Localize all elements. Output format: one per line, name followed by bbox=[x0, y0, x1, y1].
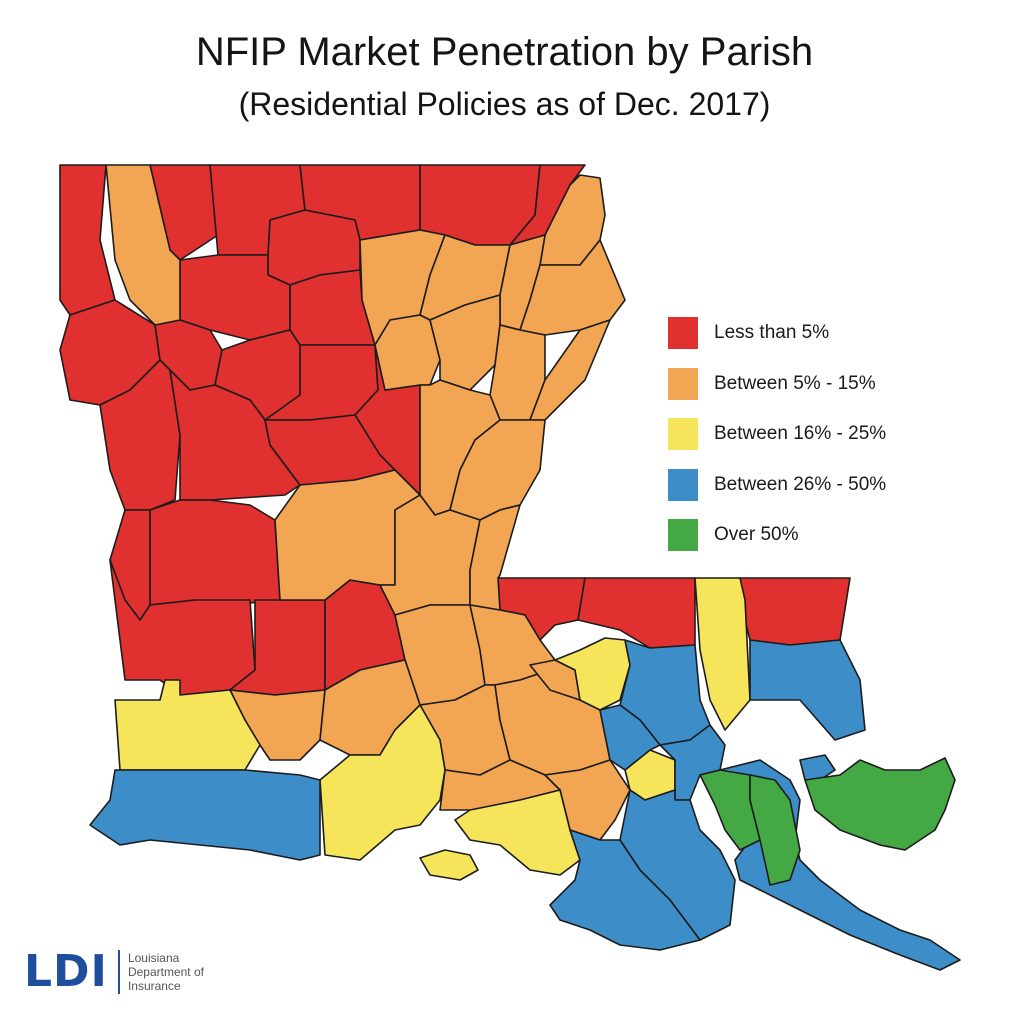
map-subtitle: (Residential Policies as of Dec. 2017) bbox=[238, 86, 771, 122]
ldi-logo-text: Louisiana Department of Insurance bbox=[128, 951, 204, 993]
category-between-16-25 bbox=[114, 577, 751, 881]
legend-item-between-26-50: Between 26% - 50% bbox=[668, 460, 886, 511]
parish-region bbox=[99, 359, 181, 511]
legend-swatch bbox=[668, 317, 698, 350]
legend-swatch bbox=[668, 418, 698, 451]
logo-line: Insurance bbox=[127, 979, 181, 993]
ldi-logo: LDI Louisiana Department of Insurance bbox=[24, 950, 204, 994]
legend-item-between-16-25: Between 16% - 25% bbox=[668, 409, 886, 460]
parish-region bbox=[694, 577, 751, 731]
logo-line: Louisiana bbox=[127, 951, 180, 965]
parish-region bbox=[599, 704, 661, 771]
legend-label: Between 26% - 50% bbox=[714, 473, 887, 495]
parish-region bbox=[804, 757, 956, 851]
parish-region bbox=[89, 769, 321, 861]
map-title: NFIP Market Penetration by Parish bbox=[195, 30, 814, 74]
logo-line: Department of bbox=[127, 965, 204, 979]
category-over-50 bbox=[699, 757, 956, 886]
parish-region bbox=[739, 577, 851, 646]
parish-region bbox=[799, 754, 836, 781]
parish-region bbox=[549, 829, 701, 951]
legend-item-over-50: Over 50% bbox=[668, 510, 886, 561]
parish-region bbox=[469, 504, 521, 611]
parish-region bbox=[59, 164, 116, 316]
parish-region bbox=[105, 164, 181, 326]
parish-region bbox=[149, 499, 281, 606]
parish-region bbox=[749, 639, 866, 741]
legend-item-less-than-5: Less than 5% bbox=[668, 308, 886, 359]
legend-swatch bbox=[668, 468, 698, 501]
legend-label: Less than 5% bbox=[714, 322, 830, 344]
legend-swatch bbox=[668, 519, 698, 552]
parish-region bbox=[419, 849, 479, 881]
map-legend: Less than 5% Between 5% - 15% Between 16… bbox=[668, 308, 886, 561]
legend-label: Over 50% bbox=[714, 524, 799, 546]
category-between-5-15 bbox=[105, 164, 631, 841]
ldi-logo-mark: LDI bbox=[24, 950, 120, 994]
parish-region bbox=[749, 774, 801, 886]
legend-label: Between 16% - 25% bbox=[714, 423, 887, 445]
parish-region bbox=[577, 577, 696, 649]
legend-swatch bbox=[668, 367, 698, 400]
category-less-than-5 bbox=[59, 164, 851, 696]
legend-label: Between 5% - 15% bbox=[714, 372, 876, 394]
legend-item-between-5-15: Between 5% - 15% bbox=[668, 359, 886, 410]
